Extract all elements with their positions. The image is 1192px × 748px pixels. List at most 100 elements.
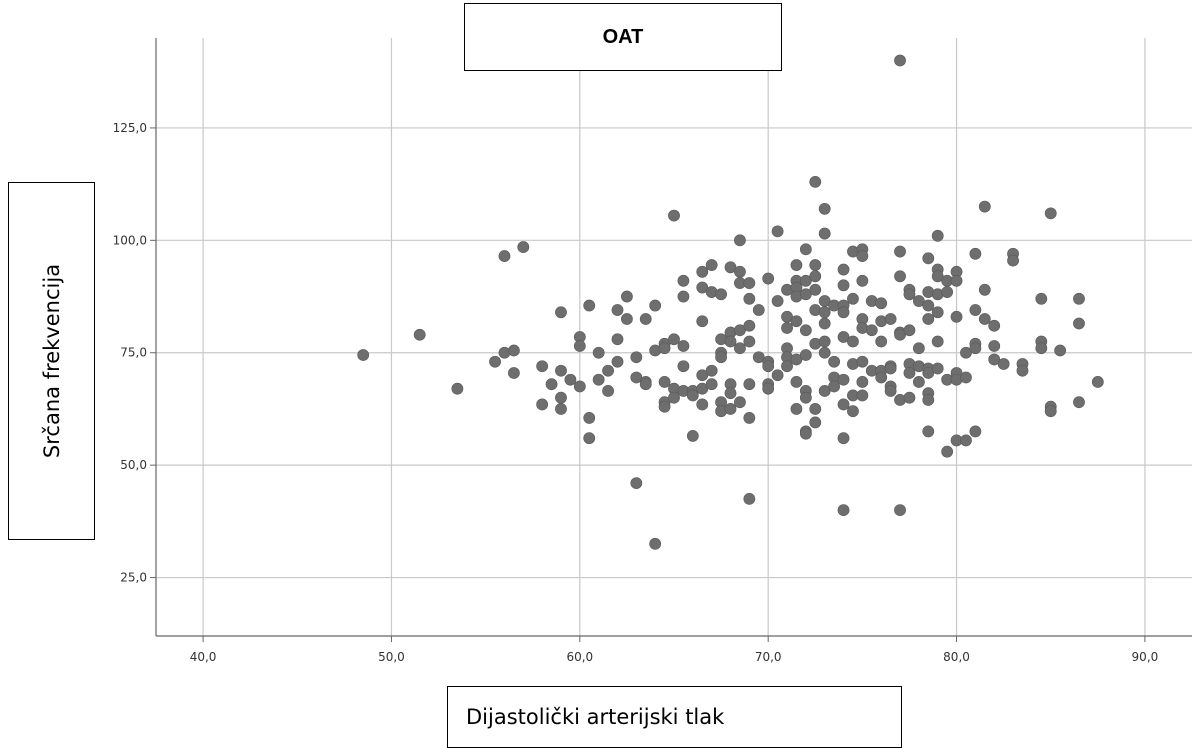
y-tick-labels: 25,0 50,0 75,0 100,0 125,0 — [113, 121, 147, 585]
data-point — [809, 403, 822, 415]
data-point — [884, 385, 897, 397]
data-point — [865, 324, 878, 337]
data-point — [668, 209, 680, 222]
data-point — [498, 250, 511, 262]
data-point — [894, 245, 906, 258]
data-point — [988, 319, 1001, 332]
data-point — [818, 306, 831, 319]
data-point — [818, 227, 831, 240]
data-point — [724, 335, 737, 348]
data-point — [837, 306, 850, 319]
data-point — [771, 225, 784, 238]
data-point — [903, 391, 916, 404]
x-tick-labels: 40,0 50,0 60,0 70,0 80,0 90,0 — [190, 650, 1159, 664]
data-point — [592, 373, 605, 386]
data-point — [1007, 254, 1019, 267]
data-point — [555, 306, 567, 319]
data-point — [1073, 292, 1085, 305]
x-tick-label: 90,0 — [1132, 650, 1159, 664]
x-tick-label: 70,0 — [755, 650, 782, 664]
data-point — [837, 398, 850, 411]
data-point — [790, 259, 803, 271]
y-tick-label: 100,0 — [113, 233, 147, 247]
data-point — [545, 378, 558, 391]
data-point — [715, 351, 727, 364]
axes — [150, 38, 1192, 642]
data-point — [573, 380, 586, 393]
data-point — [903, 324, 916, 337]
data-point — [1035, 342, 1048, 355]
data-point — [555, 364, 567, 377]
data-point — [762, 360, 775, 373]
data-point — [583, 412, 596, 424]
data-point — [658, 342, 671, 355]
data-point — [856, 250, 869, 262]
data-point — [818, 335, 831, 348]
data-point — [668, 391, 680, 404]
data-point — [592, 346, 605, 359]
data-point — [856, 355, 869, 368]
data-point — [837, 432, 850, 445]
data-point — [451, 382, 464, 395]
data-point — [1035, 292, 1048, 305]
x-axis-label: Dijastolički arterijski tlak — [447, 686, 902, 748]
data-point — [837, 279, 850, 292]
data-point — [799, 391, 812, 404]
data-point — [978, 283, 991, 296]
data-point — [894, 270, 906, 283]
data-point — [960, 371, 972, 384]
x-tick-label: 40,0 — [190, 650, 217, 664]
data-point — [931, 229, 944, 242]
data-point — [818, 317, 831, 330]
data-point — [602, 385, 614, 397]
grid-lines — [156, 38, 1192, 636]
data-point — [639, 313, 652, 325]
x-tick-label: 50,0 — [378, 650, 405, 664]
data-point — [507, 344, 520, 357]
data-point — [762, 382, 775, 395]
data-point — [894, 54, 906, 67]
data-point — [1091, 376, 1104, 388]
data-point — [988, 340, 1001, 352]
y-axis-label: Srčana frekvencija — [39, 263, 64, 459]
data-point — [686, 389, 699, 402]
data-point — [536, 398, 549, 411]
data-point — [809, 416, 822, 429]
data-point — [799, 427, 812, 440]
data-point — [677, 274, 690, 287]
data-point — [621, 313, 633, 325]
data-point — [922, 252, 935, 265]
data-point — [969, 247, 982, 260]
data-point — [912, 342, 925, 355]
data-point — [799, 324, 812, 337]
data-point — [818, 346, 831, 359]
data-point — [686, 430, 699, 442]
data-point — [677, 340, 690, 352]
data-point — [1054, 344, 1067, 357]
data-point — [743, 319, 756, 332]
data-point — [611, 355, 624, 368]
data-point — [894, 504, 906, 517]
data-point — [734, 234, 746, 247]
data-point — [507, 367, 520, 379]
chart-title: OAT — [464, 3, 782, 71]
data-point — [941, 445, 954, 458]
data-point — [743, 335, 756, 348]
data-point — [809, 283, 822, 296]
y-tick-label: 125,0 — [113, 121, 147, 135]
data-point — [809, 175, 822, 188]
data-point — [837, 504, 850, 517]
data-point — [847, 335, 859, 348]
data-point — [743, 292, 756, 305]
data-point — [649, 299, 662, 312]
data-point — [649, 537, 662, 550]
data-point — [743, 378, 756, 391]
data-point — [621, 290, 633, 303]
data-point — [969, 425, 982, 438]
data-point — [705, 259, 718, 271]
y-tick-label: 50,0 — [120, 458, 147, 472]
data-point — [781, 322, 793, 334]
data-point — [762, 272, 775, 285]
data-point — [1073, 396, 1085, 409]
